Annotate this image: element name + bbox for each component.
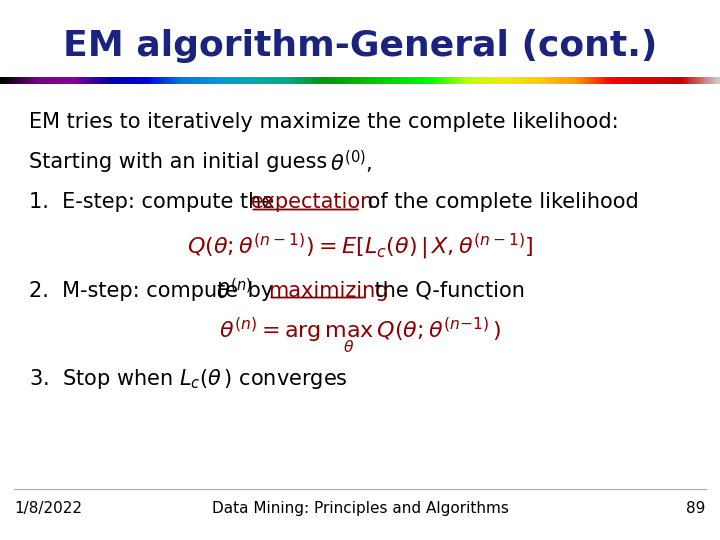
Text: Starting with an initial guess: Starting with an initial guess: [29, 152, 333, 172]
Text: $\theta^{(0)}$,: $\theta^{(0)}$,: [330, 148, 372, 176]
Text: the Q-function: the Q-function: [368, 280, 525, 301]
Text: $\theta^{(n)}$: $\theta^{(n)}$: [216, 278, 252, 303]
Text: $Q(\theta;\theta^{(n-1)}) = E[L_c(\theta)\,|\,X,\theta^{(n-1)}]$: $Q(\theta;\theta^{(n-1)}) = E[L_c(\theta…: [186, 232, 534, 262]
Text: EM algorithm-General (cont.): EM algorithm-General (cont.): [63, 29, 657, 63]
Text: 89: 89: [686, 501, 706, 516]
Text: maximizing: maximizing: [269, 280, 389, 301]
Text: EM tries to iteratively maximize the complete likelihood:: EM tries to iteratively maximize the com…: [29, 111, 618, 132]
Text: $\theta^{(n)} = \arg\max_{\theta}\,Q(\theta;\theta^{(n-1)})$: $\theta^{(n)} = \arg\max_{\theta}\,Q(\th…: [219, 315, 501, 356]
Text: 3.  Stop when $L_c(\theta\,)$ converges: 3. Stop when $L_c(\theta\,)$ converges: [29, 367, 348, 391]
Text: by: by: [241, 280, 280, 301]
Text: Data Mining: Principles and Algorithms: Data Mining: Principles and Algorithms: [212, 501, 508, 516]
Text: expectation: expectation: [251, 192, 374, 213]
Text: 1/8/2022: 1/8/2022: [14, 501, 82, 516]
Text: 2.  M-step: compute: 2. M-step: compute: [29, 280, 245, 301]
Text: of the complete likelihood: of the complete likelihood: [361, 192, 639, 213]
Text: 1.  E-step: compute the: 1. E-step: compute the: [29, 192, 281, 213]
